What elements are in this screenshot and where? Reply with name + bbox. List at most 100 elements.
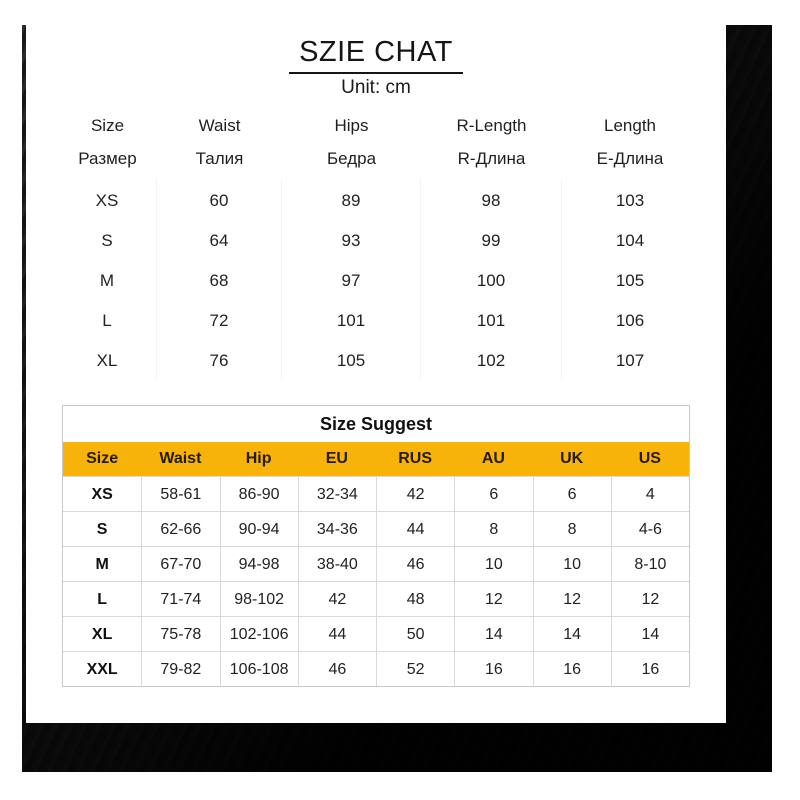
suggest-header-au: AU: [454, 442, 533, 476]
suggest-header-size: Size: [63, 442, 142, 476]
table-cell: 107: [615, 351, 645, 370]
table-cell: 16: [454, 651, 533, 686]
col-header-hips-ru: Бедра: [326, 149, 377, 168]
table-cell: XL: [58, 339, 157, 379]
col-header-length: Length: [604, 116, 656, 135]
col-header-size-ru: Размер: [78, 149, 137, 168]
table-cell: 105: [282, 339, 421, 379]
table-cell: 98: [421, 179, 562, 219]
table-cell: 75-78: [141, 616, 220, 651]
table-cell: 6: [454, 476, 533, 511]
table-cell: 46: [376, 546, 455, 581]
table-cell: 12: [532, 581, 611, 616]
table-cell: 8-10: [610, 546, 689, 581]
table-cell: 38-40: [297, 546, 376, 581]
size-chart-card: SZIE CHAT Unit: cm Size Waist Hips R-Len…: [26, 23, 726, 723]
table-cell: XS: [58, 179, 157, 219]
page-title: SZIE CHAT: [289, 36, 463, 74]
table-cell: 46: [297, 651, 376, 686]
table-cell: M: [63, 546, 142, 581]
table-cell: 50: [376, 616, 455, 651]
table-cell: 93: [282, 219, 421, 259]
table-cell: XL: [63, 616, 142, 651]
table-cell: 34-36: [297, 511, 376, 546]
table-cell: 86-90: [219, 476, 298, 511]
suggest-header-uk: UK: [532, 442, 611, 476]
col-header-waist-ru: Талия: [195, 149, 244, 168]
table-cell: 94-98: [219, 546, 298, 581]
table-cell: 106: [615, 311, 645, 330]
table-cell: 101: [282, 299, 421, 339]
table-cell: 105: [615, 271, 645, 290]
col-header-hips: Hips: [334, 116, 369, 135]
table-cell: 99: [421, 219, 562, 259]
table-cell: 72: [157, 299, 282, 339]
table-cell: 90-94: [219, 511, 298, 546]
table-cell: 76: [157, 339, 282, 379]
unit-label: Unit: cm: [341, 77, 411, 98]
table-cell: 8: [454, 511, 533, 546]
table-cell: 42: [376, 476, 455, 511]
table-cell: 4: [610, 476, 689, 511]
table-cell: 100: [421, 259, 562, 299]
suggest-header-rus: RUS: [376, 442, 455, 476]
table-cell: 10: [454, 546, 533, 581]
table-cell: 98-102: [219, 581, 298, 616]
table-cell: 10: [532, 546, 611, 581]
table-cell: 44: [376, 511, 455, 546]
col-header-waist: Waist: [198, 116, 241, 135]
table-cell: 12: [610, 581, 689, 616]
size-suggest-table: Size Suggest Size Waist Hip EU RUS AU UK…: [62, 405, 690, 687]
col-header-rlength: R-Length: [456, 116, 527, 135]
col-header-size: Size: [90, 116, 125, 135]
table-cell: 67-70: [141, 546, 220, 581]
size-suggest-grid: Size Waist Hip EU RUS AU UK US XS 58-61 …: [63, 442, 689, 686]
table-cell: 60: [157, 179, 282, 219]
table-cell: XXL: [63, 651, 142, 686]
table-cell: 102-106: [219, 616, 298, 651]
table-cell: 101: [421, 299, 562, 339]
suggest-header-hip: Hip: [219, 442, 298, 476]
table-cell: 102: [421, 339, 562, 379]
table-cell: XS: [63, 476, 142, 511]
table-cell: 14: [610, 616, 689, 651]
table-cell: L: [63, 581, 142, 616]
table-cell: 64: [157, 219, 282, 259]
table-cell: 44: [297, 616, 376, 651]
table-cell: 52: [376, 651, 455, 686]
table-cell: 32-34: [297, 476, 376, 511]
table-cell: 103: [615, 191, 645, 210]
table-cell: 4-6: [610, 511, 689, 546]
measurement-table: Size Waist Hips R-Length Length Размер Т…: [58, 107, 698, 379]
table-cell: 42: [297, 581, 376, 616]
table-cell: 71-74: [141, 581, 220, 616]
table-cell: L: [58, 299, 157, 339]
table-cell: 68: [157, 259, 282, 299]
table-cell: 16: [532, 651, 611, 686]
table-cell: 106-108: [219, 651, 298, 686]
table-cell: 16: [610, 651, 689, 686]
title-block: SZIE CHAT Unit: cm: [26, 23, 726, 99]
col-header-length-ru: Е-Длина: [596, 149, 664, 168]
table-cell: S: [58, 219, 157, 259]
table-cell: 8: [532, 511, 611, 546]
table-cell: 58-61: [141, 476, 220, 511]
table-cell: S: [63, 511, 142, 546]
table-cell: 14: [454, 616, 533, 651]
table-cell: 79-82: [141, 651, 220, 686]
table-cell: 6: [532, 476, 611, 511]
suggest-header-us: US: [610, 442, 689, 476]
table-cell: 97: [282, 259, 421, 299]
table-cell: 89: [282, 179, 421, 219]
suggest-header-eu: EU: [297, 442, 376, 476]
table-cell: 104: [615, 231, 645, 250]
table-cell: M: [58, 259, 157, 299]
col-header-rlength-ru: R-Длина: [457, 149, 526, 168]
suggest-header-waist: Waist: [141, 442, 220, 476]
size-suggest-title: Size Suggest: [319, 414, 433, 434]
table-cell: 14: [532, 616, 611, 651]
table-cell: 12: [454, 581, 533, 616]
table-cell: 62-66: [141, 511, 220, 546]
table-cell: 48: [376, 581, 455, 616]
